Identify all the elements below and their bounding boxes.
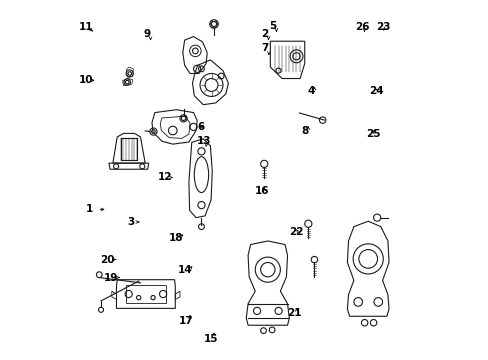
Text: 18: 18 xyxy=(168,233,183,243)
Text: 25: 25 xyxy=(365,129,379,139)
Text: 11: 11 xyxy=(79,22,93,32)
Text: 20: 20 xyxy=(100,255,115,265)
Text: 12: 12 xyxy=(157,172,172,182)
Text: 5: 5 xyxy=(268,21,276,31)
Text: 2: 2 xyxy=(261,29,267,39)
Text: 23: 23 xyxy=(376,22,390,32)
Text: 19: 19 xyxy=(103,273,118,283)
Text: 13: 13 xyxy=(197,136,211,146)
Text: 7: 7 xyxy=(261,43,268,53)
Text: 26: 26 xyxy=(354,22,368,32)
Text: 1: 1 xyxy=(86,204,93,215)
Text: 8: 8 xyxy=(301,126,308,135)
Text: 10: 10 xyxy=(79,75,93,85)
Text: 6: 6 xyxy=(197,122,204,132)
Text: 4: 4 xyxy=(306,86,314,96)
Text: 14: 14 xyxy=(178,265,192,275)
Text: 15: 15 xyxy=(204,333,218,343)
Text: 9: 9 xyxy=(143,29,150,39)
Text: 24: 24 xyxy=(368,86,383,96)
Text: 16: 16 xyxy=(254,186,268,197)
Text: 3: 3 xyxy=(127,217,134,227)
Text: 21: 21 xyxy=(286,309,301,318)
Text: 22: 22 xyxy=(289,227,303,237)
Text: 17: 17 xyxy=(179,316,193,325)
